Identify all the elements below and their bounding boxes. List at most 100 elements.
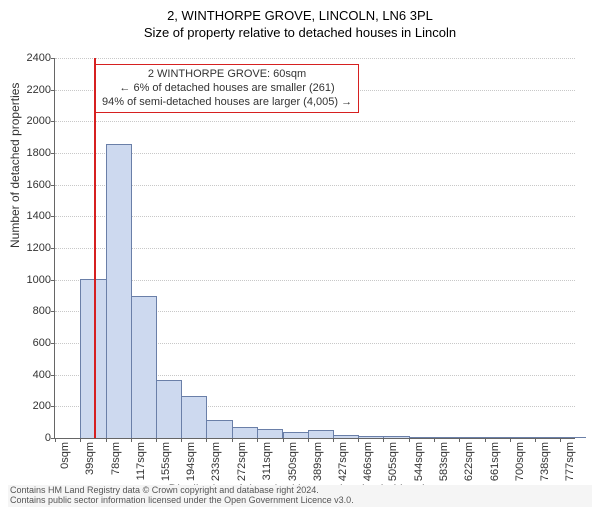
x-tick-label: 350sqm <box>287 442 299 481</box>
histogram-bar <box>383 436 409 438</box>
y-tick <box>51 90 55 91</box>
x-tick <box>560 438 561 442</box>
x-tick-label: 466sqm <box>362 442 374 481</box>
y-tick-label: 600 <box>11 337 51 349</box>
y-tick-label: 2200 <box>11 84 51 96</box>
x-tick-label: 777sqm <box>564 442 576 481</box>
annotation-box: 2 WINTHORPE GROVE: 60sqm← 6% of detached… <box>95 64 359 113</box>
y-tick-label: 2400 <box>11 52 51 64</box>
chart-area: 0200400600800100012001400160018002000220… <box>54 58 574 438</box>
y-tick <box>51 153 55 154</box>
x-tick-label: 0sqm <box>59 442 71 469</box>
x-tick <box>80 438 81 442</box>
x-tick <box>106 438 107 442</box>
gridline <box>55 58 575 59</box>
y-tick-label: 0 <box>11 432 51 444</box>
y-tick-label: 200 <box>11 400 51 412</box>
x-tick <box>409 438 410 442</box>
histogram-bar <box>181 396 207 438</box>
x-tick <box>485 438 486 442</box>
x-tick-label: 78sqm <box>110 442 122 475</box>
histogram-bar <box>560 437 586 438</box>
histogram-bar <box>106 144 132 438</box>
x-tick <box>181 438 182 442</box>
y-tick-label: 1200 <box>11 242 51 254</box>
gridline <box>55 216 575 217</box>
y-tick <box>51 58 55 59</box>
gridline <box>55 280 575 281</box>
x-tick <box>459 438 460 442</box>
x-tick-label: 583sqm <box>438 442 450 481</box>
page-title: 2, WINTHORPE GROVE, LINCOLN, LN6 3PL <box>0 8 600 23</box>
histogram-bar <box>409 437 435 438</box>
histogram-bar <box>308 430 334 438</box>
y-tick-label: 1000 <box>11 274 51 286</box>
x-tick <box>383 438 384 442</box>
y-tick-label: 400 <box>11 369 51 381</box>
x-tick-label: 272sqm <box>236 442 248 481</box>
annotation-line: 2 WINTHORPE GROVE: 60sqm <box>102 68 352 82</box>
footer-attribution: Contains HM Land Registry data © Crown c… <box>8 485 592 507</box>
x-tick <box>535 438 536 442</box>
y-tick-label: 1600 <box>11 179 51 191</box>
x-tick-label: 155sqm <box>160 442 172 481</box>
footer-line-2: Contains public sector information licen… <box>10 496 590 506</box>
x-tick <box>232 438 233 442</box>
x-tick-label: 700sqm <box>514 442 526 481</box>
marker-line <box>94 58 96 438</box>
gridline <box>55 248 575 249</box>
histogram-bar <box>434 437 460 438</box>
histogram-bar <box>257 429 283 438</box>
y-tick-label: 1400 <box>11 210 51 222</box>
y-tick <box>51 280 55 281</box>
y-tick <box>51 311 55 312</box>
plot-area: 0200400600800100012001400160018002000220… <box>54 58 575 439</box>
x-tick <box>55 438 56 442</box>
y-tick-label: 1800 <box>11 147 51 159</box>
page-subtitle: Size of property relative to detached ho… <box>0 25 600 40</box>
x-tick <box>358 438 359 442</box>
y-tick-label: 800 <box>11 305 51 317</box>
x-tick <box>206 438 207 442</box>
x-tick-label: 194sqm <box>185 442 197 481</box>
x-tick <box>510 438 511 442</box>
x-tick-label: 505sqm <box>387 442 399 481</box>
histogram-bar <box>459 437 485 438</box>
y-tick <box>51 185 55 186</box>
annotation-line: 94% of semi-detached houses are larger (… <box>102 96 352 110</box>
x-tick-label: 738sqm <box>539 442 551 481</box>
y-tick <box>51 248 55 249</box>
gridline <box>55 185 575 186</box>
y-tick <box>51 343 55 344</box>
gridline <box>55 153 575 154</box>
histogram-bar <box>485 437 511 438</box>
histogram-bar <box>131 296 157 438</box>
x-tick <box>434 438 435 442</box>
x-tick-label: 311sqm <box>261 442 273 480</box>
y-tick-label: 2000 <box>11 115 51 127</box>
y-tick <box>51 406 55 407</box>
y-tick <box>51 216 55 217</box>
x-tick-label: 39sqm <box>84 442 96 475</box>
x-tick-label: 233sqm <box>210 442 222 481</box>
y-axis-label: Number of detached properties <box>8 83 22 248</box>
x-tick <box>308 438 309 442</box>
histogram-bar <box>510 437 536 438</box>
y-tick <box>51 375 55 376</box>
annotation-line: ← 6% of detached houses are smaller (261… <box>102 82 352 96</box>
histogram-bar <box>156 380 182 438</box>
histogram-bar <box>206 420 232 438</box>
x-tick-label: 389sqm <box>312 442 324 481</box>
x-tick-label: 117sqm <box>135 442 147 480</box>
x-tick-label: 427sqm <box>337 442 349 481</box>
histogram-bar <box>333 435 359 438</box>
gridline <box>55 121 575 122</box>
x-tick <box>333 438 334 442</box>
histogram-bar <box>232 427 258 438</box>
y-tick <box>51 121 55 122</box>
histogram-bar <box>358 436 384 438</box>
x-tick-label: 544sqm <box>413 442 425 481</box>
x-tick <box>283 438 284 442</box>
x-tick <box>257 438 258 442</box>
x-tick-label: 622sqm <box>463 442 475 481</box>
